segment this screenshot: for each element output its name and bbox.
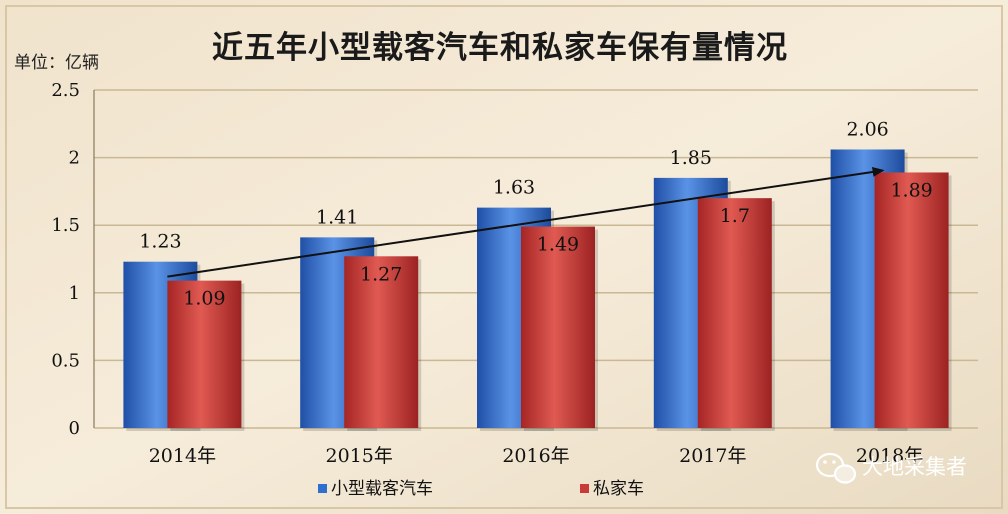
legend-swatch-series-0 xyxy=(318,484,327,493)
data-label: 1.23 xyxy=(139,231,181,253)
bar-private-car xyxy=(697,198,772,428)
y-tick-label: 1 xyxy=(69,283,80,304)
x-tick-label: 2016年 xyxy=(502,445,569,467)
wechat-icon xyxy=(815,452,857,484)
y-tick-label: 0 xyxy=(69,418,80,439)
x-tick-label: 2015年 xyxy=(326,445,393,467)
trend-arrow xyxy=(167,166,885,278)
y-tick-label: 2 xyxy=(69,148,80,169)
watermark-text: 大地采集者 xyxy=(862,455,967,479)
legend-label-series-0: 小型载客汽车 xyxy=(331,479,433,499)
legend-swatch-series-1 xyxy=(580,484,589,493)
bar-private-car xyxy=(167,280,242,428)
bar-private-car xyxy=(874,172,949,428)
data-label: 1.27 xyxy=(360,263,402,285)
legend-label-series-1: 私家车 xyxy=(593,479,644,499)
x-tick-label: 2014年 xyxy=(149,445,216,467)
chart-title: 近五年小型载客汽车和私家车保有量情况 xyxy=(212,30,788,66)
data-label: 1.49 xyxy=(537,234,579,256)
y-tick-label: 2.5 xyxy=(51,80,80,101)
data-labels: 1.23 1.09 1.41 1.27 1.63 1.49 1.85 1.7 2.06 1.89 xyxy=(139,118,933,309)
x-tick-label: 2018年 xyxy=(856,445,923,467)
bar-private-car xyxy=(344,256,419,428)
x-tick-label: 2017年 xyxy=(679,445,746,467)
y-tick-label: 1.5 xyxy=(51,215,80,236)
bar-private-car xyxy=(521,226,595,428)
data-label: 1.41 xyxy=(316,206,358,228)
bars xyxy=(123,149,952,431)
y-axis-ticks: 0 0.5 1 1.5 2 2.5 xyxy=(51,80,80,439)
data-label: 1.89 xyxy=(890,179,932,201)
y-tick-label: 0.5 xyxy=(51,350,80,371)
data-label: 1.63 xyxy=(493,177,535,199)
trend-arrow-line xyxy=(167,166,885,278)
data-label: 2.06 xyxy=(846,118,888,140)
data-label: 1.85 xyxy=(670,147,712,169)
data-label: 1.7 xyxy=(720,205,750,227)
watermark: 大地采集者 xyxy=(815,452,967,484)
x-axis-ticks: 2014年 2015年 2016年 2017年 2018年 xyxy=(149,445,924,467)
legend: 小型载客汽车 私家车 xyxy=(318,479,644,499)
unit-label: 单位：亿辆 xyxy=(14,53,99,73)
data-label: 1.09 xyxy=(183,288,225,310)
chart-frame xyxy=(5,5,1003,509)
